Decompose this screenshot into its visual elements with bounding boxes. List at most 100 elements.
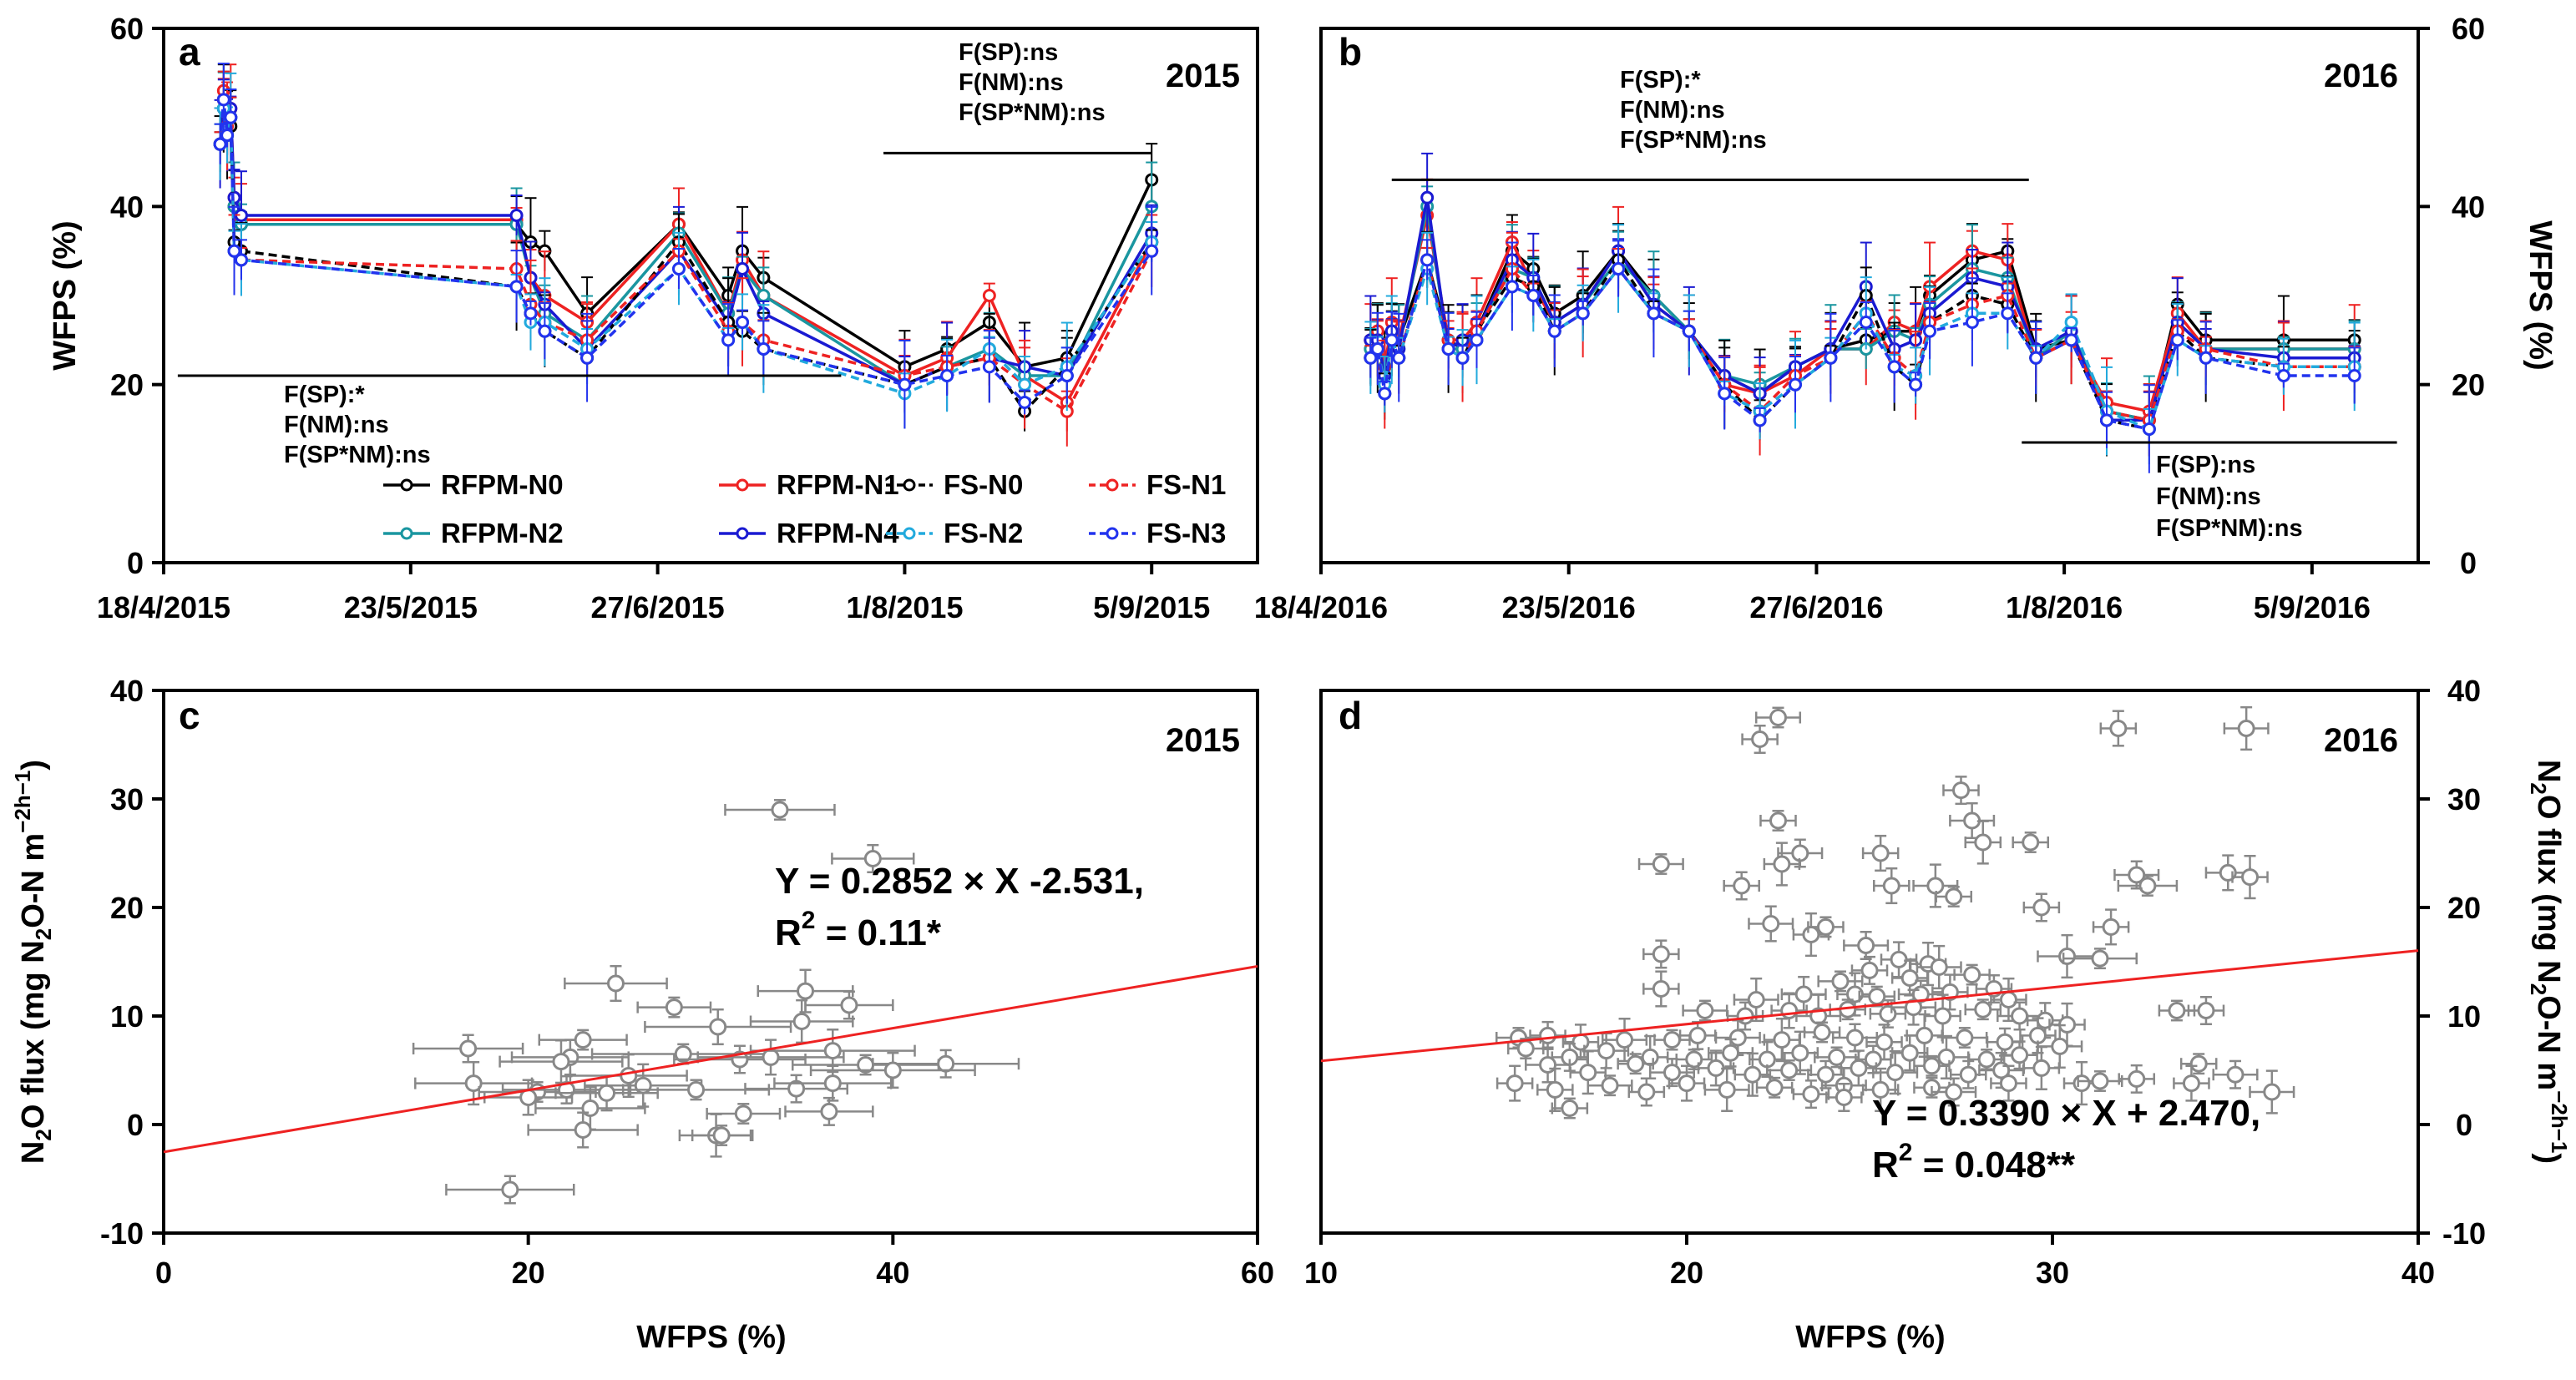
point-marker	[2072, 1074, 2091, 1093]
panel-b-ylabel: WFPS (%)	[2523, 220, 2558, 370]
data-point	[1647, 306, 1661, 321]
scatter-point	[2173, 1064, 2210, 1102]
series-line	[218, 99, 1153, 369]
scatter-point	[1825, 1083, 1863, 1112]
point-marker	[1571, 1033, 1590, 1051]
scatter-point	[1766, 1059, 1813, 1081]
scatter-point	[1942, 776, 1980, 806]
data-point	[898, 377, 912, 392]
legend-item-FS-N3: FS-N3	[1089, 518, 1226, 548]
scatter-point	[1941, 1027, 1988, 1049]
x-tick-label: 27/6/2016	[1749, 590, 1883, 624]
data-point	[1455, 351, 1470, 365]
panel-d-frame	[1319, 689, 2420, 1235]
point-marker	[1794, 985, 1813, 1003]
data-point	[1887, 360, 1901, 374]
legend-label: RFPM-N2	[441, 518, 564, 548]
point-marker	[2109, 720, 2128, 737]
scatter-point	[773, 1064, 893, 1102]
panel-b-frame	[1319, 27, 2420, 564]
scatter-point	[1964, 820, 2002, 865]
point-marker	[1773, 855, 1791, 873]
data-point	[1441, 342, 1455, 356]
point-marker	[762, 1048, 780, 1066]
scatter-point	[2037, 933, 2098, 979]
y-tick-label: 60	[2452, 12, 2485, 46]
x-tick-label: 1/8/2015	[846, 590, 963, 624]
x-tick-label: 23/5/2016	[1502, 590, 1636, 624]
panel-b-year: 2016	[2324, 58, 2398, 94]
scatter-point	[1777, 838, 1824, 868]
point-marker	[1864, 1050, 1882, 1069]
scatter-point	[1935, 886, 1973, 907]
point-marker	[1663, 1064, 1681, 1082]
data-point	[509, 280, 524, 294]
r2-value: = 0.048**	[1912, 1145, 2075, 1185]
scatter-point	[2099, 710, 2138, 747]
data-point	[2347, 369, 2361, 382]
point-marker	[1930, 958, 1948, 976]
y-tick-label: 20	[2452, 368, 2485, 402]
scatter-point	[1668, 1064, 1706, 1102]
legend-label: FS-N1	[1146, 469, 1226, 500]
data-point	[982, 289, 996, 302]
legend-item-RFPM-N1: RFPM-N1	[719, 469, 899, 500]
point-marker	[2189, 1054, 2208, 1073]
y-tick-label: 30	[110, 782, 144, 816]
stat-text: F(NM):ns	[2156, 483, 2261, 510]
y-tick-label: 40	[2452, 190, 2485, 224]
data-point	[721, 333, 736, 347]
stat-text: F(SP):*	[284, 382, 365, 408]
data-point	[213, 137, 227, 151]
point-marker	[1637, 1083, 1656, 1101]
point-marker	[1762, 915, 1780, 933]
scatter-point	[1733, 977, 1779, 1023]
point-marker	[787, 1079, 806, 1098]
point-marker	[823, 1042, 842, 1060]
scatter-point	[1997, 1001, 2043, 1031]
point-marker	[1963, 966, 1981, 984]
y-tick-label: 60	[110, 12, 144, 46]
scatter-point	[1850, 955, 1889, 985]
legend-swatch-marker	[1106, 478, 1119, 492]
data-point	[2064, 316, 2078, 329]
point-marker	[2011, 1046, 2029, 1064]
point-marker	[1860, 961, 1879, 979]
point-marker	[1728, 1029, 1747, 1047]
scatter-point	[784, 1096, 874, 1126]
point-marker	[1733, 877, 1751, 895]
legend-swatch-marker	[736, 527, 749, 540]
panel-d-xlabel: WFPS (%)	[1795, 1320, 1945, 1355]
point-marker	[820, 1102, 838, 1120]
scatter-point	[478, 1081, 597, 1103]
point-marker	[1857, 937, 1875, 954]
scatter-point	[1890, 988, 1937, 1026]
stat-text: F(SP):ns	[2156, 452, 2255, 478]
scatter-point	[644, 1008, 792, 1046]
point-marker	[1879, 1004, 1897, 1023]
point-marker	[598, 1084, 616, 1102]
point-marker	[2182, 1074, 2200, 1093]
point-marker	[1882, 877, 1900, 895]
legend-swatch-marker	[903, 478, 916, 492]
point-marker	[2168, 1002, 2186, 1019]
point-marker	[1999, 1074, 2017, 1093]
data-point	[982, 360, 996, 374]
stat-text: F(SP):ns	[959, 39, 1058, 66]
data-point	[1392, 351, 1406, 365]
r2-superscript: 2	[1899, 1139, 1913, 1166]
legend: RFPM-N0 RFPM-N1 FS-N0 FS-N1 RFPM-N2 RFPM-N4 FS…	[383, 469, 1226, 548]
point-marker	[1652, 855, 1670, 873]
panel-d-year: 2016	[2324, 722, 2398, 759]
scatter-point	[1617, 1053, 1654, 1075]
point-marker	[937, 1054, 955, 1073]
scatter-point	[691, 1125, 752, 1146]
point-marker	[1718, 1080, 1736, 1099]
panel-a-series	[213, 63, 1159, 447]
scatter-point	[1723, 871, 1760, 901]
scatter-point	[1931, 1077, 1977, 1107]
r2-value: = 0.11*	[815, 912, 941, 953]
data-point	[1859, 316, 1873, 329]
y-tick-label: 20	[2447, 891, 2481, 925]
scatter-point	[1916, 944, 1962, 990]
